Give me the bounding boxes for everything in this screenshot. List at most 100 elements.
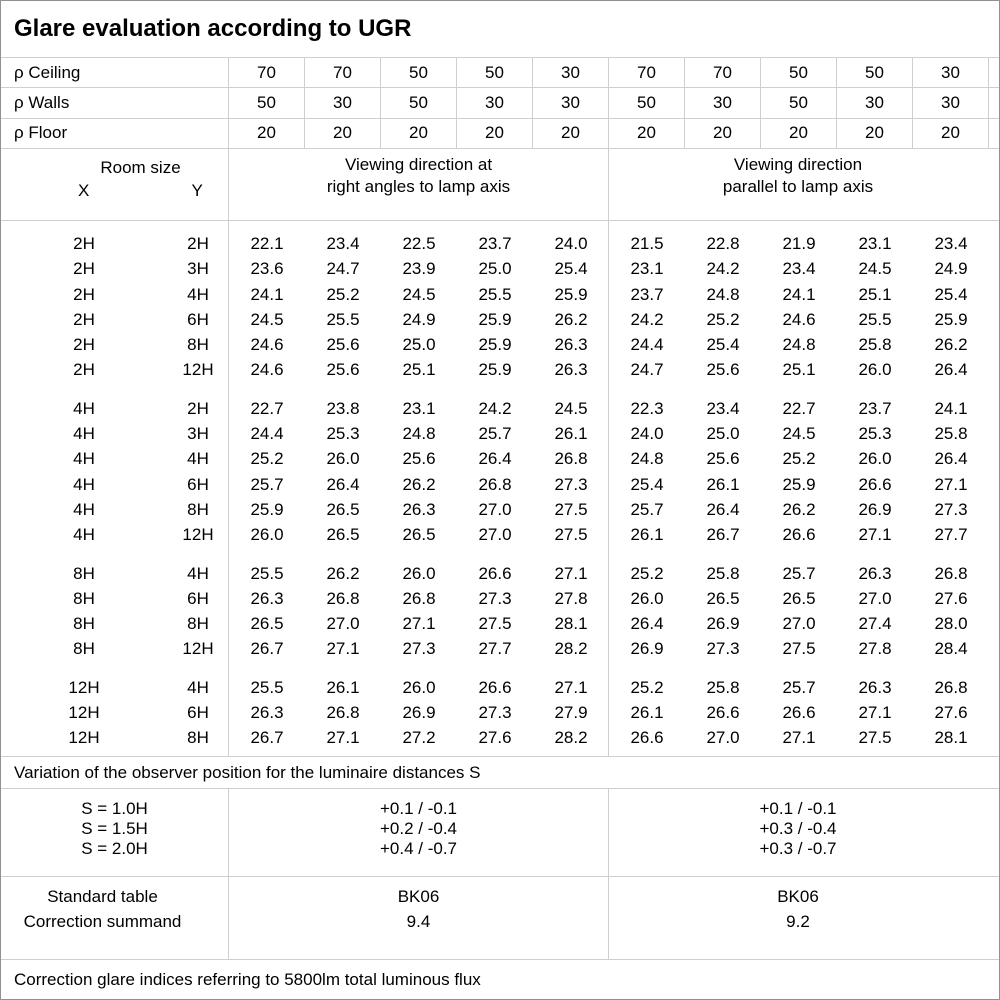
ugr-value-crosswise: 26.6 (478, 563, 512, 583)
ugr-value-crosswise: 25.9 (478, 360, 512, 380)
ugr-value-crosswise: 26.2 (326, 563, 360, 583)
spacing-labels: S = 1.0H S = 1.5H S = 2.0H (1, 789, 229, 876)
ugr-value-parallel: 25.9 (782, 474, 816, 494)
room-size-y: 4H (187, 563, 209, 583)
ugr-value-crosswise: 25.5 (326, 309, 360, 329)
room-size-y: 6H (187, 309, 209, 329)
ugr-value-crosswise: 26.4 (478, 449, 512, 469)
ugr-value-parallel: 28.1 (934, 728, 968, 748)
room-size-y: 6H (187, 703, 209, 723)
reflectance-value: 50 (837, 58, 913, 88)
ugr-value-parallel: 25.2 (630, 677, 664, 697)
room-size-header: Room size X Y (1, 149, 229, 220)
ugr-value-crosswise: 26.5 (326, 499, 360, 519)
reflectance-value: 70 (685, 58, 761, 88)
room-size-y: 8H (187, 335, 209, 355)
reflectance-value: 20 (457, 118, 533, 148)
ugr-value-parallel: 27.1 (858, 703, 892, 723)
ugr-value-crosswise: 26.8 (326, 703, 360, 723)
reflectance-row-label: ρ Floor (1, 118, 229, 148)
ugr-value-crosswise: 26.3 (250, 703, 284, 723)
ugr-block: 4H 2H 22.7 23.8 23.1 24.2 24.5 22.3 23.4 22.7 23.7… (1, 396, 999, 548)
ugr-row: 12H 4H 25.5 26.1 26.0 26.6 27.1 25.2 25.8 25.7 26.… (1, 675, 999, 700)
reflectance-value: 30 (533, 88, 609, 118)
room-size-y: 3H (187, 424, 209, 444)
ugr-value-crosswise: 25.1 (402, 360, 436, 380)
room-size-y: 12H (182, 360, 214, 380)
reflectance-spacer (989, 119, 999, 148)
ugr-value-crosswise: 27.9 (554, 703, 588, 723)
ugr-value-crosswise: 26.3 (402, 499, 436, 519)
ugr-value-crosswise: 24.5 (250, 309, 284, 329)
reflectance-value: 30 (457, 88, 533, 118)
ugr-value-parallel: 26.3 (858, 677, 892, 697)
ugr-row: 2H 4H 24.1 25.2 24.5 25.5 25.9 23.7 24.8 24.1 25.1… (1, 282, 999, 307)
parallel-heading: Viewing direction parallel to lamp axis (609, 149, 999, 220)
ugr-value-parallel: 26.2 (782, 499, 816, 519)
ugr-value-parallel: 28.4 (934, 639, 968, 659)
ugr-value-crosswise: 23.4 (326, 234, 360, 253)
reflectance-row: ρ Walls 50 30 50 30 30 50 30 50 30 30 (1, 88, 999, 119)
ugr-value-crosswise: 22.1 (250, 234, 284, 253)
reflectance-value: 20 (761, 118, 837, 148)
ugr-value-parallel: 25.5 (858, 309, 892, 329)
standard-value-crosswise: BK06 (397, 887, 440, 906)
ugr-block: 12H 4H 25.5 26.1 26.0 26.6 27.1 25.2 25.8 25.7 26.… (1, 675, 999, 751)
ugr-value-crosswise: 25.2 (326, 284, 360, 304)
ugr-value-parallel: 21.9 (782, 234, 816, 253)
standard-labels: Standard table Correction summand (1, 877, 229, 959)
ugr-value-crosswise: 27.1 (326, 728, 360, 748)
ugr-value-crosswise: 27.1 (554, 563, 588, 583)
ugr-value-parallel: 25.4 (706, 335, 740, 355)
reflectance-value: 50 (761, 88, 837, 118)
reflectance-row: ρ Floor 20 20 20 20 20 20 20 20 20 20 (1, 118, 999, 149)
footer-note: Correction glare indices referring to 58… (1, 959, 999, 999)
reflectance-value: 20 (229, 118, 305, 148)
column-divider-left (228, 221, 229, 756)
ugr-value-parallel: 22.8 (706, 234, 740, 253)
ugr-value-crosswise: 25.6 (326, 360, 360, 380)
reflectance-value: 30 (913, 58, 989, 88)
ugr-block: 2H 2H 22.1 23.4 22.5 23.7 24.0 21.5 22.8 21.9 23.1… (1, 231, 999, 383)
ugr-value-crosswise: 26.3 (554, 335, 588, 355)
table-header: Room size X Y Viewing direction at right… (1, 149, 999, 221)
ugr-value-parallel: 25.6 (706, 360, 740, 380)
ugr-value-parallel: 23.4 (934, 234, 968, 253)
ugr-value-parallel: 26.0 (858, 360, 892, 380)
ugr-row: 4H 3H 24.4 25.3 24.8 25.7 26.1 24.0 25.0 24.5 25.3… (1, 421, 999, 446)
room-size-y: 8H (187, 728, 209, 748)
ugr-value-parallel: 27.6 (934, 588, 968, 608)
ugr-value-crosswise: 26.7 (250, 639, 284, 659)
reflectance-value: 50 (381, 88, 457, 118)
room-size-x: 8H (73, 563, 95, 583)
ugr-value-parallel: 25.9 (934, 309, 968, 329)
ugr-value-parallel: 27.8 (858, 639, 892, 659)
ugr-value-crosswise: 23.9 (402, 259, 436, 279)
room-size-label: Room size (100, 158, 181, 177)
ugr-value-crosswise: 26.1 (554, 424, 588, 444)
room-size-x: 12H (68, 677, 100, 697)
parallel-heading-line2: parallel to lamp axis (722, 177, 874, 196)
ugr-value-crosswise: 26.2 (402, 474, 436, 494)
ugr-row: 8H 6H 26.3 26.8 26.8 27.3 27.8 26.0 26.5 26.5 27.0… (1, 586, 999, 611)
ugr-value-parallel: 25.1 (858, 284, 892, 304)
ugr-value-crosswise: 27.5 (554, 525, 588, 545)
room-size-y: 3H (187, 259, 209, 279)
room-size-y: 6H (187, 588, 209, 608)
ugr-row: 12H 6H 26.3 26.8 26.9 27.3 27.9 26.1 26.6 26.6 27.… (1, 700, 999, 725)
ugr-value-parallel: 24.7 (630, 360, 664, 380)
room-size-x: 8H (73, 639, 95, 659)
ugr-value-crosswise: 24.1 (250, 284, 284, 304)
ugr-value-parallel: 26.6 (630, 728, 664, 748)
reflectance-value: 50 (457, 58, 533, 88)
ugr-value-parallel: 24.4 (630, 335, 664, 355)
room-size-x: 4H (73, 424, 95, 444)
ugr-value-parallel: 26.6 (858, 474, 892, 494)
room-size-y: 12H (182, 525, 214, 545)
ugr-value-parallel: 23.1 (858, 234, 892, 253)
room-size-y: 4H (187, 677, 209, 697)
ugr-value-parallel: 26.4 (934, 449, 968, 469)
ugr-value-crosswise: 24.7 (326, 259, 360, 279)
room-size-y: 4H (187, 449, 209, 469)
ugr-value-crosswise: 26.1 (326, 677, 360, 697)
